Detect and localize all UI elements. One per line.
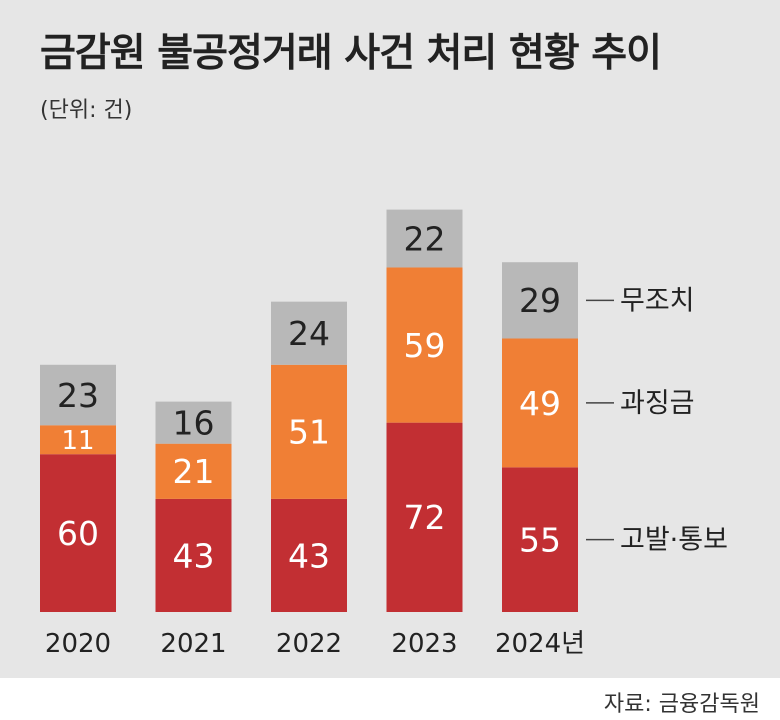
data-label: 29: [519, 281, 561, 320]
bar-segment-2022-3: [271, 301, 347, 365]
legend-label: 무조치: [620, 285, 695, 316]
bar-segment-2024년-2: [502, 338, 578, 468]
bar-segment-2020-1: [40, 454, 116, 612]
x-tick-label: 2023: [391, 629, 457, 659]
bar-segment-2020-3: [40, 364, 116, 426]
bar-segment-2023-2: [386, 267, 463, 423]
stacked-bar-chart: 60 11 23 2020 43 21 16 2021 43 51 24 2022 72 59 22 2023…: [40, 209, 728, 659]
source-label: 자료: 금융감독원: [603, 692, 760, 717]
x-tick-label: 2020: [45, 629, 111, 659]
bar-segment-2021-3: [155, 401, 232, 444]
data-label: 22: [404, 219, 446, 258]
bar-segment-2021-1: [155, 498, 232, 612]
data-label: 51: [288, 413, 330, 452]
x-tick-label: 2022: [276, 629, 342, 659]
data-label: 72: [404, 498, 446, 537]
data-label: 60: [57, 514, 99, 553]
data-label: 43: [288, 536, 330, 575]
data-label: 23: [57, 376, 99, 415]
data-label: 49: [519, 384, 561, 423]
x-tick-label: 2021: [160, 629, 226, 659]
x-tick-label: 2024년: [495, 629, 585, 659]
data-label: 24: [288, 314, 330, 353]
bar-segment-2020-2: [40, 425, 116, 455]
data-label: 11: [61, 426, 94, 456]
bar-segment-2022-1: [271, 498, 347, 612]
chart-title: 금감원 불공정거래 사건 처리 현황 추이: [40, 31, 662, 76]
bar-segment-2024년-1: [502, 467, 578, 612]
data-label: 59: [404, 326, 446, 365]
data-label: 43: [173, 536, 215, 575]
data-label: 16: [173, 404, 215, 443]
legend-label: 과징금: [620, 388, 695, 419]
bar-segment-2023-1: [386, 422, 463, 612]
unit-label: (단위: 건): [40, 98, 133, 123]
legend-label: 고발·통보: [620, 525, 728, 556]
data-label: 55: [519, 521, 561, 560]
bar-segment-2024년-3: [502, 262, 578, 339]
bar-segment-2023-3: [386, 209, 463, 268]
data-label: 21: [173, 452, 215, 491]
bar-segment-2022-2: [271, 364, 347, 499]
bar-segment-2021-2: [155, 443, 232, 499]
